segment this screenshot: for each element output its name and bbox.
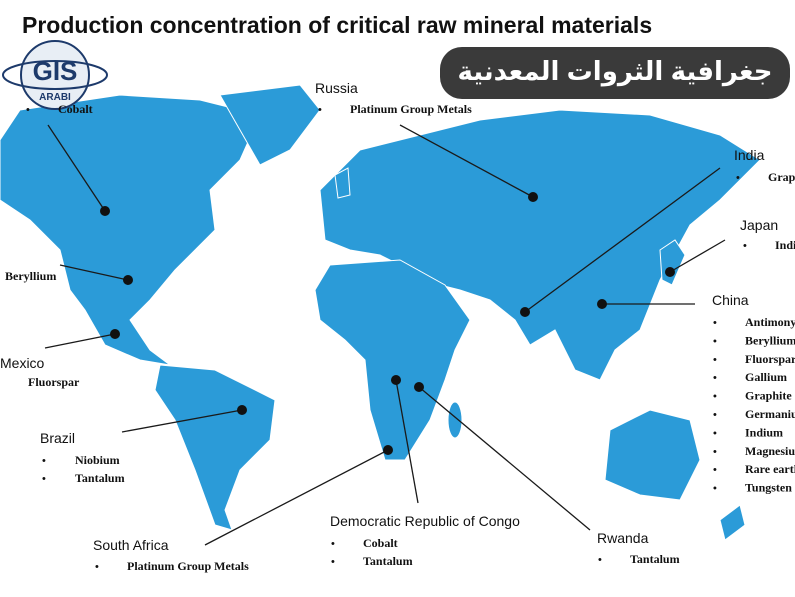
mineral-label: Tungsten <box>745 481 792 495</box>
mineral-label: Graphite <box>745 389 792 403</box>
mineral-label: Beryllium <box>745 333 795 347</box>
bullet: • <box>743 240 747 252</box>
mineral-label: Beryllium <box>5 269 56 283</box>
logo: GIS ARABI <box>2 40 108 110</box>
mineral-label: Cobalt <box>363 536 398 550</box>
bullet: • <box>318 104 322 116</box>
bullet: • <box>331 538 335 550</box>
bullet: • <box>713 335 717 347</box>
bullet: • <box>736 172 740 184</box>
bullet: • <box>713 317 717 329</box>
country-label: Mexico <box>0 355 45 371</box>
mineral-label: Niobium <box>75 453 120 467</box>
mineral-label: Tantalum <box>363 554 413 568</box>
bullet: • <box>713 446 717 458</box>
bullet: • <box>713 372 717 384</box>
mineral-label: Indium <box>775 238 795 252</box>
country-label: Democratic Republic of Congo <box>330 513 520 529</box>
country-label: Brazil <box>40 430 75 446</box>
world-map <box>0 84 761 541</box>
country-label: Russia <box>315 80 358 96</box>
bullet: • <box>713 409 717 421</box>
mineral-label: Platinum Group Metals <box>350 102 472 116</box>
mineral-label: Magnesium <box>745 444 795 458</box>
mineral-label: Graphite <box>768 170 795 184</box>
country-label: Japan <box>740 217 778 233</box>
country-label: Rwanda <box>597 530 649 546</box>
mineral-label: Rare earths <box>745 462 795 476</box>
labels: • Cobalt Beryllium Mexico Fluorspar Brazil • Ni… <box>0 80 795 573</box>
mineral-label: Platinum Group Metals <box>127 559 249 573</box>
mineral-label: Germanium <box>745 407 795 421</box>
logo-text: GIS <box>33 56 78 86</box>
mineral-label: Antimony <box>745 315 795 329</box>
title: Production concentration of critical raw… <box>22 12 652 38</box>
mineral-label: Gallium <box>745 370 787 384</box>
banner-bg <box>440 47 790 99</box>
bullet: • <box>713 391 717 403</box>
mineral-label: Fluorspar <box>745 352 795 366</box>
mineral-label: Tantalum <box>75 471 125 485</box>
mineral-label: Cobalt <box>58 102 93 116</box>
mineral-label: Indium <box>745 425 783 439</box>
logo-subtext: ARABI <box>39 92 71 103</box>
bullet: • <box>42 473 46 485</box>
bullet: • <box>42 455 46 467</box>
mineral-label: Tantalum <box>630 552 680 566</box>
bullet: • <box>26 104 30 116</box>
country-label: South Africa <box>93 537 169 553</box>
bullet: • <box>95 561 99 573</box>
country-label: China <box>712 292 749 308</box>
bullet: • <box>713 354 717 366</box>
bullet: • <box>713 464 717 476</box>
banner: جغرافية الثروات المعدنية <box>458 56 773 87</box>
leader-lines <box>44 124 726 546</box>
bullet: • <box>331 556 335 568</box>
bullet: • <box>598 554 602 566</box>
mineral-label: Fluorspar <box>28 375 80 389</box>
bullet: • <box>713 427 717 439</box>
bullet: • <box>713 483 717 495</box>
country-label: India <box>734 147 765 163</box>
